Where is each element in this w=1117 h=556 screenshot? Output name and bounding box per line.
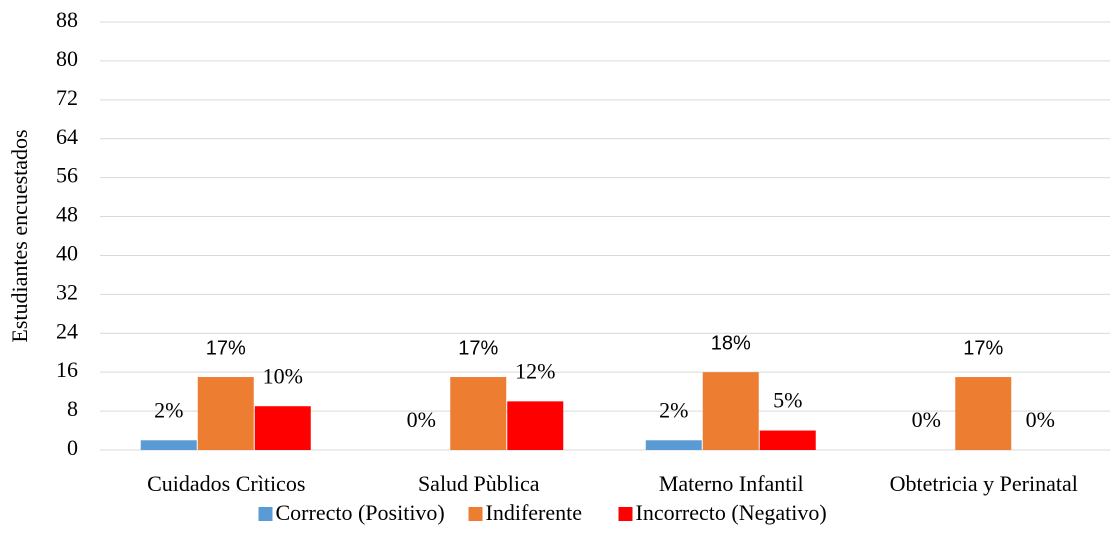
bar bbox=[759, 430, 816, 450]
value-label: 2% bbox=[659, 397, 688, 422]
x-tick-label: Obtetricia y Perinatal bbox=[890, 471, 1078, 496]
value-label: 17% bbox=[963, 337, 1003, 359]
y-tick-label: 80 bbox=[56, 46, 78, 71]
legend-label: Incorrecto (Negativo) bbox=[636, 500, 827, 525]
value-label: 0% bbox=[1026, 407, 1055, 432]
y-tick-label: 64 bbox=[56, 124, 78, 149]
y-tick-label: 40 bbox=[56, 241, 78, 266]
bar bbox=[955, 377, 1012, 450]
y-tick-label: 24 bbox=[56, 318, 78, 343]
bar bbox=[645, 440, 702, 450]
x-tick-label: Salud Pùblica bbox=[418, 471, 540, 496]
value-label: 0% bbox=[912, 407, 941, 432]
y-tick-label: 32 bbox=[56, 279, 78, 304]
bar bbox=[507, 401, 564, 450]
y-axis-label: Estudiantes encuestados bbox=[7, 129, 32, 342]
value-label: 2% bbox=[154, 397, 183, 422]
y-tick-label: 88 bbox=[56, 7, 78, 32]
y-tick-label: 8 bbox=[67, 396, 78, 421]
value-label: 17% bbox=[206, 337, 246, 359]
x-tick-label: Cuidados Crìticos bbox=[147, 471, 305, 496]
value-label: 18% bbox=[711, 332, 751, 354]
y-tick-label: 0 bbox=[67, 435, 78, 460]
value-label: 0% bbox=[407, 407, 436, 432]
bar bbox=[254, 406, 311, 450]
y-tick-label: 48 bbox=[56, 202, 78, 227]
value-label: 12% bbox=[515, 358, 555, 383]
bar bbox=[197, 377, 254, 450]
legend-swatch bbox=[468, 507, 483, 521]
legend-label: Correcto (Positivo) bbox=[276, 500, 445, 525]
y-tick-label: 16 bbox=[56, 357, 78, 382]
value-label: 10% bbox=[263, 363, 303, 388]
value-label: 5% bbox=[773, 388, 802, 413]
x-tick-label: Materno Infantil bbox=[659, 471, 804, 496]
bar bbox=[702, 372, 759, 450]
y-tick-label: 56 bbox=[56, 163, 78, 188]
value-label: 17% bbox=[458, 337, 498, 359]
bar bbox=[450, 377, 507, 450]
bar bbox=[140, 440, 197, 450]
legend-label: Indiferente bbox=[486, 500, 583, 525]
legend-swatch bbox=[258, 507, 273, 521]
y-tick-label: 72 bbox=[56, 85, 78, 110]
legend-swatch bbox=[618, 507, 633, 521]
